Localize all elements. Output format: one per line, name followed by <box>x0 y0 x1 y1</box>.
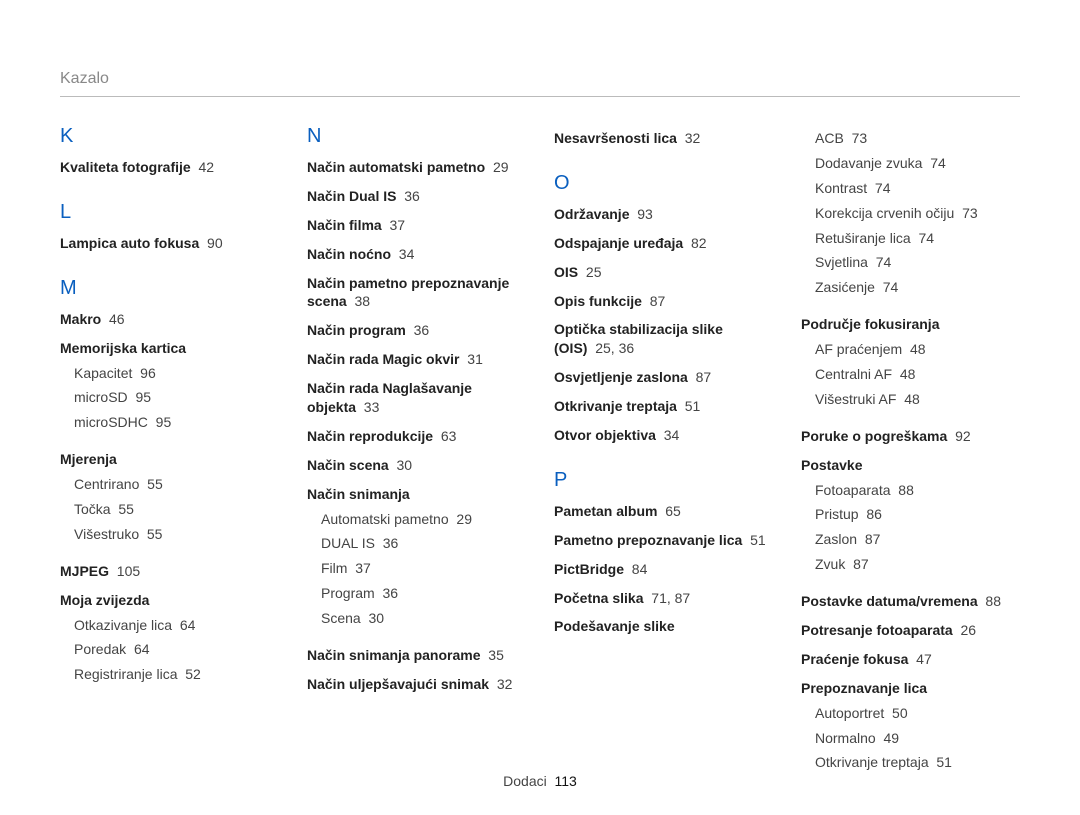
section-letter-p: P <box>554 469 773 492</box>
entry-poruke[interactable]: Poruke o pogreškama 92 <box>801 427 1020 446</box>
entry-potresanje[interactable]: Potresanje fotoaparata 26 <box>801 621 1020 640</box>
index-page: Kazalo K Kvaliteta fotografije 42 L Lamp… <box>0 0 1080 815</box>
column-4: ACB 73 Dodavanje zvuka 74 Kontrast 74 Ko… <box>801 125 1020 765</box>
section-letter-l: L <box>60 201 279 224</box>
entry-registriranje[interactable]: Registriranje lica 52 <box>74 665 279 684</box>
entry-zvuk[interactable]: Zvuk 87 <box>815 555 1020 574</box>
entry-nesavrsenosti[interactable]: Nesavršenosti lica 32 <box>554 129 773 148</box>
entry-svjetlina[interactable]: Svjetlina 74 <box>815 253 1020 272</box>
section-letter-o: O <box>554 172 773 195</box>
entry-visestruko[interactable]: Višestruko 55 <box>74 525 279 544</box>
column-3: Nesavršenosti lica 32 O Održavanje 93 Od… <box>554 125 773 765</box>
entry-dual-is[interactable]: Način Dual IS 36 <box>307 187 526 206</box>
entry-autoportret[interactable]: Autoportret 50 <box>815 704 1020 723</box>
section-letter-n: N <box>307 125 526 148</box>
entry-nocno[interactable]: Način noćno 34 <box>307 245 526 264</box>
entry-pictbridge[interactable]: PictBridge 84 <box>554 560 773 579</box>
page-footer: Dodaci 113 <box>0 773 1080 789</box>
entry-otkrivanje[interactable]: Otkrivanje treptaja 51 <box>554 397 773 416</box>
entry-osvjetljenje[interactable]: Osvjetljenje zaslona 87 <box>554 368 773 387</box>
entry-datum[interactable]: Postavke datuma/vremena 88 <box>801 592 1020 611</box>
entry-moja-title: Moja zvijezda <box>60 591 279 610</box>
entry-af[interactable]: AF praćenjem 48 <box>815 340 1020 359</box>
entry-program[interactable]: Način program 36 <box>307 321 526 340</box>
entry-panorame[interactable]: Način snimanja panorame 35 <box>307 646 526 665</box>
entry-kapacitet[interactable]: Kapacitet 96 <box>74 364 279 383</box>
entry-kontrast[interactable]: Kontrast 74 <box>815 179 1020 198</box>
entry-otk-treptaja[interactable]: Otkrivanje treptaja 51 <box>815 753 1020 772</box>
entry-sn-film[interactable]: Film 37 <box>321 559 526 578</box>
entry-otvor[interactable]: Otvor objektiva 34 <box>554 426 773 445</box>
section-letter-k: K <box>60 125 279 148</box>
entry-retusiranje[interactable]: Retuširanje lica 74 <box>815 229 1020 248</box>
entry-filma[interactable]: Način filma 37 <box>307 216 526 235</box>
column-1: K Kvaliteta fotografije 42 L Lampica aut… <box>60 125 279 765</box>
entry-pametan[interactable]: Pametan album 65 <box>554 502 773 521</box>
entry-dodavanje[interactable]: Dodavanje zvuka 74 <box>815 154 1020 173</box>
entry-opticka[interactable]: Optička stabilizacija slike (OIS) 25, 36 <box>554 320 773 358</box>
entry-naglasavanje[interactable]: Način rada Naglašavanje objekta 33 <box>307 379 526 417</box>
index-columns: K Kvaliteta fotografije 42 L Lampica aut… <box>60 125 1020 765</box>
entry-mjpeg[interactable]: MJPEG 105 <box>60 562 279 581</box>
entry-zasicenje[interactable]: Zasićenje 74 <box>815 278 1020 297</box>
entry-pametno-scena[interactable]: Način pametno prepoznavanje scena 38 <box>307 274 526 312</box>
entry-pocetna[interactable]: Početna slika 71, 87 <box>554 589 773 608</box>
entry-centrirano[interactable]: Centrirano 55 <box>74 475 279 494</box>
entry-acb[interactable]: ACB 73 <box>815 129 1020 148</box>
entry-pracenje[interactable]: Praćenje fokusa 47 <box>801 650 1020 669</box>
entry-ois[interactable]: OIS 25 <box>554 263 773 282</box>
entry-postavke-title: Postavke <box>801 456 1020 475</box>
footer-page-number: 113 <box>555 773 577 789</box>
entry-opis[interactable]: Opis funkcije 87 <box>554 292 773 311</box>
footer-label: Dodaci <box>503 773 547 789</box>
entry-odspajanje[interactable]: Odspajanje uređaja 82 <box>554 234 773 253</box>
entry-tocka[interactable]: Točka 55 <box>74 500 279 519</box>
entry-lampica[interactable]: Lampica auto fokusa 90 <box>60 234 279 253</box>
entry-podrucje-title: Područje fokusiranja <box>801 315 1020 334</box>
entry-microsd[interactable]: microSD 95 <box>74 388 279 407</box>
entry-snimanja-title: Način snimanja <box>307 485 526 504</box>
entry-magic[interactable]: Način rada Magic okvir 31 <box>307 350 526 369</box>
entry-mjerenja-title: Mjerenja <box>60 450 279 469</box>
page-header: Kazalo <box>60 70 1020 97</box>
entry-reprodukcije[interactable]: Način reprodukcije 63 <box>307 427 526 446</box>
entry-scena[interactable]: Način scena 30 <box>307 456 526 475</box>
entry-pristup[interactable]: Pristup 86 <box>815 505 1020 524</box>
entry-odrzavanje[interactable]: Održavanje 93 <box>554 205 773 224</box>
entry-microsdhc[interactable]: microSDHC 95 <box>74 413 279 432</box>
entry-memorijska-title: Memorijska kartica <box>60 339 279 358</box>
entry-sn-dual[interactable]: DUAL IS 36 <box>321 534 526 553</box>
column-2: N Način automatski pametno 29 Način Dual… <box>307 125 526 765</box>
entry-poredak[interactable]: Poredak 64 <box>74 640 279 659</box>
entry-normalno[interactable]: Normalno 49 <box>815 729 1020 748</box>
entry-sn-scena[interactable]: Scena 30 <box>321 609 526 628</box>
entry-podesavanje-title: Podešavanje slike <box>554 617 773 636</box>
entry-makro[interactable]: Makro 46 <box>60 310 279 329</box>
entry-otkazivanje[interactable]: Otkazivanje lica 64 <box>74 616 279 635</box>
entry-prepoznavanje-title: Prepoznavanje lica <box>801 679 1020 698</box>
entry-fotoaparata[interactable]: Fotoaparata 88 <box>815 481 1020 500</box>
section-letter-m: M <box>60 277 279 300</box>
entry-zaslon[interactable]: Zaslon 87 <box>815 530 1020 549</box>
entry-kvaliteta[interactable]: Kvaliteta fotografije 42 <box>60 158 279 177</box>
entry-uljep[interactable]: Način uljepšavajući snimak 32 <box>307 675 526 694</box>
entry-centralni[interactable]: Centralni AF 48 <box>815 365 1020 384</box>
entry-sn-auto[interactable]: Automatski pametno 29 <box>321 510 526 529</box>
entry-korekcija[interactable]: Korekcija crvenih očiju 73 <box>815 204 1020 223</box>
entry-pametno-lica[interactable]: Pametno prepoznavanje lica 51 <box>554 531 773 550</box>
entry-sn-program[interactable]: Program 36 <box>321 584 526 603</box>
entry-auto-pametno[interactable]: Način automatski pametno 29 <box>307 158 526 177</box>
entry-visestruki[interactable]: Višestruki AF 48 <box>815 390 1020 409</box>
